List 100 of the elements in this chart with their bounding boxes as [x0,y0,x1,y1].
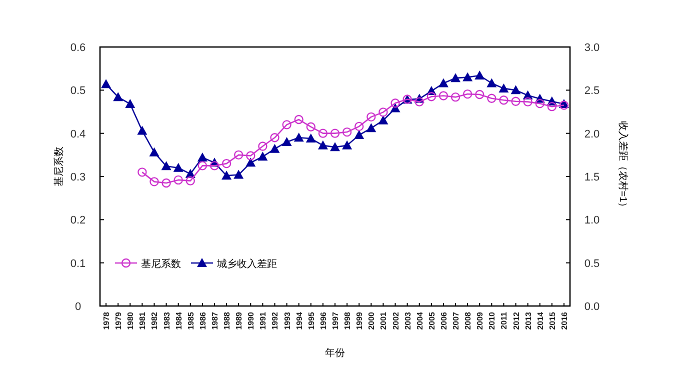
x-tick-label: 2005 [427,311,436,330]
x-tick-label: 2004 [415,311,424,330]
x-tick-label: 1990 [246,311,256,330]
point [234,150,244,160]
x-tick-label: 1979 [114,311,124,330]
point [499,95,508,105]
x-tick-label: 2010 [488,311,497,330]
x-tick-label: 2001 [379,311,388,330]
point [366,112,376,122]
x-axis-title: 年份 [325,347,345,359]
point [318,128,328,138]
point [547,102,557,112]
point [354,130,364,140]
point [498,83,509,92]
point [282,136,292,146]
point [438,91,448,100]
x-tick-label: 1995 [306,311,316,330]
point [197,152,208,162]
point [523,97,532,106]
point [294,132,304,142]
point [294,114,304,124]
point [378,108,388,117]
y2-tick-label: 2.5 [584,85,600,98]
point [535,98,544,108]
x-tick-label: 1985 [186,311,196,330]
legend-label: 城乡收入差距 [216,258,277,270]
point [462,72,473,82]
point [342,127,352,137]
point [450,92,460,102]
y2-tick-label: 1.5 [584,172,600,184]
point [414,97,424,106]
x-tick-label: 1982 [150,311,160,330]
point [318,140,328,150]
x-tick-label: 2002 [391,311,400,330]
x-tick-label: 2007 [452,311,461,330]
y-tick-label: 0.1 [70,258,86,270]
point [161,161,172,170]
x-tick-label: 2016 [560,311,569,330]
x-tick-label: 1981 [138,311,148,330]
point [222,170,232,180]
legend-label: 基尼系数 [141,258,181,270]
x-tick-label: 1986 [198,311,208,330]
point [138,168,147,177]
point [342,140,352,150]
point [474,70,485,80]
point [234,170,244,179]
point [149,147,160,156]
y-tick-label: 0 [74,301,82,313]
x-tick-label: 2014 [536,311,545,330]
y2-tick-label: 3.0 [584,42,600,54]
x-tick-label: 1983 [162,311,172,330]
point [306,134,316,143]
y2-tick-label: 1.0 [584,214,600,227]
point [222,158,232,168]
point [101,79,112,88]
y2-tick-label: 0.5 [584,258,600,270]
point [390,103,400,112]
point [282,120,292,130]
point [462,89,472,99]
x-tick-label: 1991 [258,311,268,330]
point [113,92,124,102]
point [475,90,484,100]
point [366,123,376,132]
point [390,98,400,108]
y2-tick-label: 0.0 [584,301,600,313]
point [137,126,148,135]
y2-tick-label: 2.0 [584,128,600,140]
x-tick-label: 1994 [294,311,304,330]
point [270,133,280,142]
point [438,78,448,88]
x-tick-label: 2008 [464,311,473,330]
y-tick-label: 0.3 [70,172,86,184]
point [210,161,220,170]
point [486,78,497,88]
point [173,162,184,172]
y-tick-label: 0.2 [70,214,86,227]
point [306,122,316,132]
x-tick-label: 1993 [282,311,292,330]
x-tick-label: 2006 [439,311,448,330]
point [330,128,340,138]
point [258,142,268,151]
x-tick-label: 2015 [548,311,557,330]
x-tick-label: 2009 [476,311,485,330]
point [174,175,183,185]
x-tick-label: 1980 [126,311,136,330]
point [258,152,268,161]
x-tick-label: 2000 [367,311,376,330]
point [162,178,171,188]
y-tick-label: 0.6 [70,42,86,54]
point [354,122,364,132]
point [198,161,208,170]
point [378,115,388,124]
x-tick-label: 2013 [524,311,533,330]
x-tick-label: 1978 [102,311,112,330]
x-tick-label: 2012 [512,311,521,330]
point [487,94,496,103]
y2-axis-title: 收入差距（农村=1） [617,120,629,212]
point [450,73,461,82]
point [186,176,195,186]
y-axis-title: 基尼系数 [53,146,65,186]
